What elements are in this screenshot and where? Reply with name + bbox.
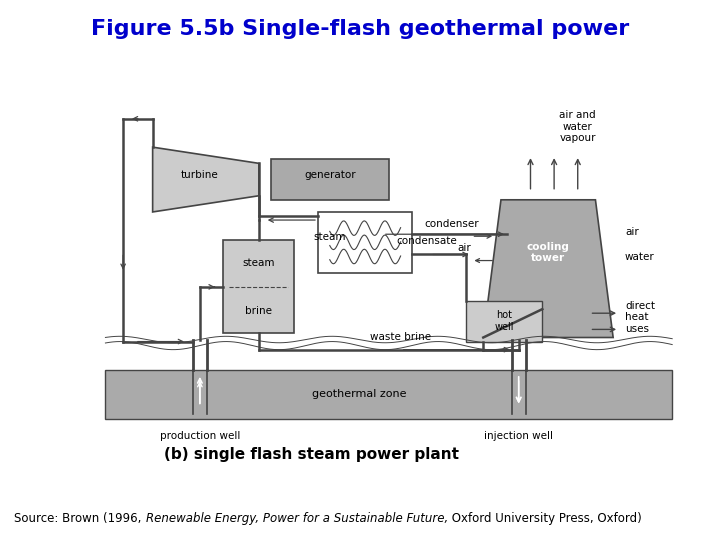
Text: steam: steam <box>243 258 275 268</box>
Text: hot
well: hot well <box>494 310 513 332</box>
Text: Source: Brown (1996,: Source: Brown (1996, <box>14 512 145 525</box>
Text: turbine: turbine <box>181 171 219 180</box>
Text: air: air <box>625 227 639 237</box>
Bar <box>105 370 672 418</box>
Bar <box>466 301 542 342</box>
Text: waste brine: waste brine <box>370 332 431 342</box>
Bar <box>271 159 389 200</box>
Text: generator: generator <box>304 171 356 180</box>
Polygon shape <box>153 147 259 212</box>
Text: Oxford University Press, Oxford): Oxford University Press, Oxford) <box>448 512 642 525</box>
Text: condenser: condenser <box>424 219 479 229</box>
Text: Figure 5.5b Single-flash geothermal power: Figure 5.5b Single-flash geothermal powe… <box>91 19 629 39</box>
Text: direct
heat
uses: direct heat uses <box>625 301 655 334</box>
Text: air: air <box>458 244 472 253</box>
Text: Renewable Energy, Power for a Sustainable Future,: Renewable Energy, Power for a Sustainabl… <box>145 512 448 525</box>
Text: geothermal zone: geothermal zone <box>312 389 407 399</box>
Polygon shape <box>483 200 613 338</box>
Text: cooling
tower: cooling tower <box>527 241 570 263</box>
Text: production well: production well <box>160 431 240 441</box>
Text: brine: brine <box>246 306 272 316</box>
Bar <box>223 240 294 333</box>
Bar <box>318 212 413 273</box>
Text: (b) single flash steam power plant: (b) single flash steam power plant <box>164 448 459 462</box>
Text: air and
water
vapour: air and water vapour <box>559 110 596 143</box>
Text: injection well: injection well <box>484 431 553 441</box>
Text: water: water <box>625 252 654 261</box>
Text: steam: steam <box>313 232 346 242</box>
Text: condensate: condensate <box>397 237 457 246</box>
